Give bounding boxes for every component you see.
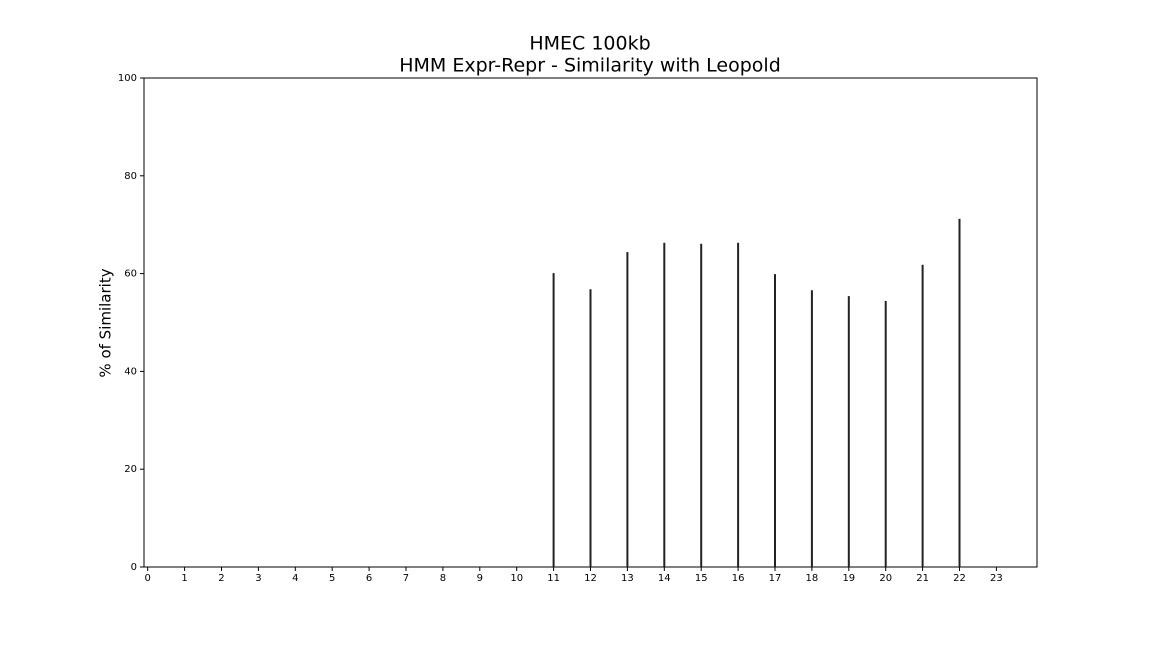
x-tick-label: 14 [658,573,671,584]
x-tick-label: 12 [584,573,597,584]
bar [810,290,813,567]
y-tick-label: 80 [124,171,137,182]
x-tick-label: 18 [806,573,819,584]
x-tick-label: 0 [145,573,151,584]
bar [884,300,887,567]
bar [589,289,592,567]
bar [958,218,961,567]
x-tick-label: 2 [218,573,224,584]
y-tick-label: 0 [131,562,137,573]
y-axis-label: % of Similarity [97,268,115,377]
x-tick-label: 7 [403,573,409,584]
y-tick-label: 40 [124,366,137,377]
x-tick-label: 3 [255,573,261,584]
x-tick-label: 8 [440,573,446,584]
x-tick-label: 19 [842,573,855,584]
bar [552,273,555,567]
x-tick-label: 13 [621,573,634,584]
bar [700,243,703,567]
y-tick-label: 20 [124,464,137,475]
y-tick-label: 100 [118,73,137,84]
bar [663,242,666,567]
x-tick-label: 1 [181,573,187,584]
x-tick-label: 23 [990,573,1003,584]
x-tick-label: 9 [477,573,483,584]
x-tick-label: 15 [695,573,708,584]
bar [626,252,629,568]
bar [774,274,777,567]
y-tick-label: 60 [124,269,137,280]
x-tick-label: 21 [916,573,929,584]
bar [737,242,740,567]
bar [847,296,850,567]
x-tick-label: 5 [329,573,335,584]
x-tick-label: 17 [769,573,782,584]
x-tick-label: 20 [879,573,892,584]
x-tick-label: 16 [732,573,745,584]
x-tick-label: 11 [547,573,560,584]
x-tick-label: 22 [953,573,966,584]
x-tick-label: 6 [366,573,372,584]
x-tick-label: 10 [510,573,523,584]
x-tick-label: 4 [292,573,298,584]
chart-subtitle: HMM Expr-Repr - Similarity with Leopold [399,55,781,77]
chart-title: HMEC 100kb [529,33,650,55]
bar [921,264,924,567]
